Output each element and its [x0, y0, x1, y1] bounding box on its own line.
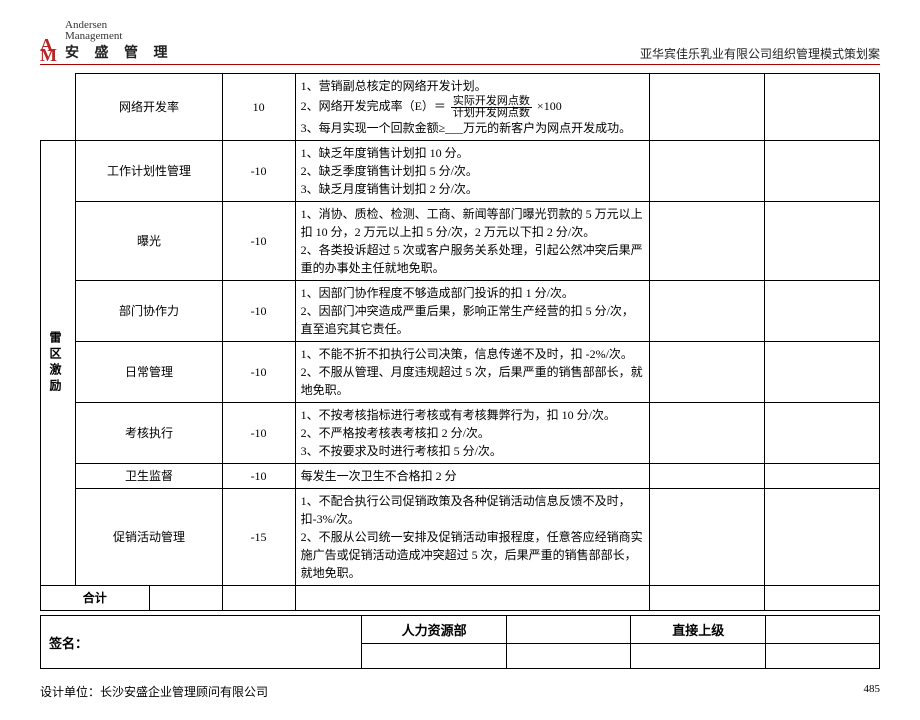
logo-mark: A M	[40, 38, 59, 62]
blank-cell	[149, 586, 222, 611]
blank-cell	[765, 586, 880, 611]
row-2: 部门协作力 -10 1、因部门协作程度不够造成部门投诉的扣 1 分/次。 2、因…	[41, 281, 880, 342]
sig-blank	[362, 644, 507, 669]
row-net-dev: 网络开发率 10 1、营销副总核定的网络开发计划。 2、网络开发完成率（E）＝ …	[41, 74, 880, 141]
blank-cell	[222, 586, 295, 611]
header-right-title: 亚华宾佳乐乳业有限公司组织管理模式策划案	[640, 45, 880, 62]
blank-cell	[765, 342, 880, 403]
sig-label: 签名：	[41, 616, 362, 669]
desc-net-dev-3: 3、每月实现一个回款金额≥___万元的新客户为网点开发成功。	[301, 119, 645, 137]
desc-net-dev-1: 1、营销副总核定的网络开发计划。	[301, 77, 645, 95]
logo-block: A M Andersen Management 安 盛 管 理	[40, 20, 174, 62]
score-5: -10	[222, 464, 295, 489]
blank-cell	[650, 342, 765, 403]
desc-net-dev: 1、营销副总核定的网络开发计划。 2、网络开发完成率（E）＝ 实际开发网点数 计…	[295, 74, 650, 141]
score-6: -15	[222, 489, 295, 586]
desc-3: 1、不能不折不扣执行公司决策，信息传递不及时，扣 -2%/次。 2、不服从管理、…	[295, 342, 650, 403]
metric-2: 部门协作力	[76, 281, 222, 342]
blank-cell	[765, 74, 880, 141]
blank-cell	[765, 489, 880, 586]
blank-cell	[765, 464, 880, 489]
desc-6: 1、不配合执行公司促销政策及各种促销活动信息反馈不及时，扣-3%/次。 2、不服…	[295, 489, 650, 586]
blank-cell	[650, 586, 765, 611]
sig-row-1: 签名： 人力资源部 直接上级	[41, 616, 880, 644]
desc-1: 1、消协、质检、检测、工商、新闻等部门曝光罚款的 5 万元以上扣 10 分，2 …	[295, 202, 650, 281]
score-4: -10	[222, 403, 295, 464]
logo-cn: 安 盛 管 理	[65, 42, 174, 62]
section-label-cell: 雷区激励	[41, 141, 76, 586]
main-table: 网络开发率 10 1、营销副总核定的网络开发计划。 2、网络开发完成率（E）＝ …	[40, 73, 880, 611]
row-1: 曝光 -10 1、消协、质检、检测、工商、新闻等部门曝光罚款的 5 万元以上扣 …	[41, 202, 880, 281]
d2a: 2、网络开发完成率（E）＝	[301, 99, 446, 113]
row-total: 合计	[41, 586, 880, 611]
total-label: 合计	[41, 586, 150, 611]
blank-cell	[650, 202, 765, 281]
score-0: -10	[222, 141, 295, 202]
page-footer: 设计单位：长沙安盛企业管理顾问有限公司 485	[40, 683, 880, 700]
metric-5: 卫生监督	[76, 464, 222, 489]
sig-col2: 直接上级	[631, 616, 766, 644]
row-3: 日常管理 -10 1、不能不折不扣执行公司决策，信息传递不及时，扣 -2%/次。…	[41, 342, 880, 403]
blank-cell	[765, 403, 880, 464]
blank-cell	[765, 141, 880, 202]
score-net-dev: 10	[222, 74, 295, 141]
sig-blank	[631, 644, 766, 669]
score-3: -10	[222, 342, 295, 403]
row-0: 雷区激励 工作计划性管理 -10 1、缺乏年度销售计划扣 10 分。 2、缺乏季…	[41, 141, 880, 202]
metric-1: 曝光	[76, 202, 222, 281]
row-6: 促销活动管理 -15 1、不配合执行公司促销政策及各种促销活动信息反馈不及时，扣…	[41, 489, 880, 586]
footer-left: 设计单位：长沙安盛企业管理顾问有限公司	[40, 683, 268, 700]
signature-table: 签名： 人力资源部 直接上级	[40, 615, 880, 669]
blank-cell	[765, 202, 880, 281]
sig-blank	[507, 644, 631, 669]
metric-0: 工作计划性管理	[76, 141, 222, 202]
formula-den: 计划开发网点数	[453, 107, 530, 119]
page-header: A M Andersen Management 安 盛 管 理 亚华宾佳乐乳业有…	[40, 20, 880, 65]
metric-3: 日常管理	[76, 342, 222, 403]
score-1: -10	[222, 202, 295, 281]
d2b: ×100	[537, 99, 562, 113]
blank-cell	[765, 281, 880, 342]
metric-4: 考核执行	[76, 403, 222, 464]
sig-blank	[507, 616, 631, 644]
desc-net-dev-2: 2、网络开发完成率（E）＝ 实际开发网点数 计划开发网点数 ×100	[301, 95, 645, 119]
desc-2: 1、因部门协作程度不够造成部门投诉的扣 1 分/次。 2、因部门冲突造成严重后果…	[295, 281, 650, 342]
desc-0: 1、缺乏年度销售计划扣 10 分。 2、缺乏季度销售计划扣 5 分/次。 3、缺…	[295, 141, 650, 202]
desc-5: 每发生一次卫生不合格扣 2 分	[295, 464, 650, 489]
blank-cell	[650, 489, 765, 586]
desc-4: 1、不按考核指标进行考核或有考核舞弊行为，扣 10 分/次。 2、不严格按考核表…	[295, 403, 650, 464]
section-label: 雷区激励	[46, 331, 64, 395]
logo-mark-bottom: M	[40, 48, 55, 62]
blank-cell	[650, 74, 765, 141]
blank-cell	[650, 281, 765, 342]
sig-blank	[766, 644, 880, 669]
blank-cell	[650, 403, 765, 464]
logo-text: Andersen Management 安 盛 管 理	[65, 20, 174, 62]
row-4: 考核执行 -10 1、不按考核指标进行考核或有考核舞弊行为，扣 10 分/次。 …	[41, 403, 880, 464]
blank-section-cell	[41, 74, 76, 141]
score-2: -10	[222, 281, 295, 342]
blank-cell	[295, 586, 650, 611]
sig-col1: 人力资源部	[362, 616, 507, 644]
blank-cell	[650, 464, 765, 489]
logo-en-2: Management	[65, 31, 174, 42]
metric-6: 促销活动管理	[76, 489, 222, 586]
row-5: 卫生监督 -10 每发生一次卫生不合格扣 2 分	[41, 464, 880, 489]
sig-blank	[766, 616, 880, 644]
page-number: 485	[864, 683, 881, 700]
formula-fraction: 实际开发网点数 计划开发网点数	[451, 95, 532, 119]
blank-cell	[650, 141, 765, 202]
metric-net-dev: 网络开发率	[76, 74, 222, 141]
